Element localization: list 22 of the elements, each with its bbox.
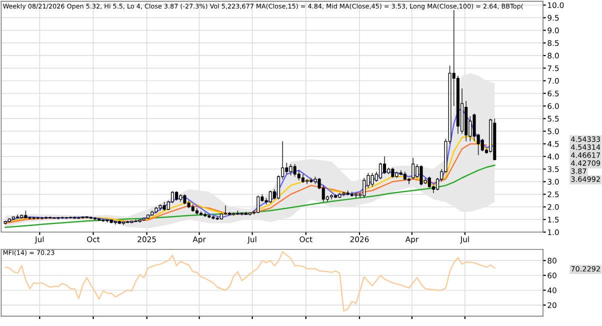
line-series — [4, 164, 496, 228]
candlestick — [383, 156, 386, 175]
candlestick — [428, 176, 431, 188]
candlestick — [256, 195, 260, 214]
candlestick — [268, 190, 272, 204]
line-series — [4, 108, 496, 224]
candlestick — [370, 172, 374, 188]
candlestick — [183, 194, 186, 205]
candlestick — [480, 138, 484, 152]
candlestick — [378, 162, 382, 180]
candlestick — [289, 164, 292, 176]
candlestick — [472, 113, 476, 142]
candlestick — [297, 170, 300, 181]
line-series — [4, 250, 496, 312]
candlestick — [293, 164, 296, 178]
candlestick — [224, 205, 228, 216]
candlestick — [175, 190, 178, 201]
candlestick — [285, 162, 288, 175]
candlestick — [362, 177, 366, 198]
candlestick — [412, 157, 415, 180]
candlestick — [420, 164, 423, 186]
candlestick — [391, 167, 394, 178]
